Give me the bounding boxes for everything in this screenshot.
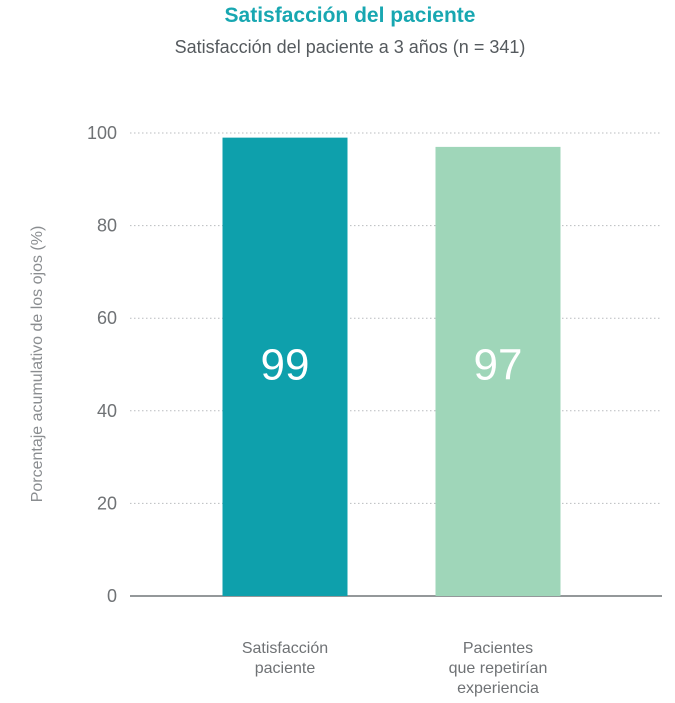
y-tick-label: 20	[97, 493, 117, 513]
bar-value-label: 97	[474, 341, 523, 390]
y-tick-label: 60	[97, 308, 117, 328]
category-label: Pacientes	[463, 640, 533, 657]
bar-value-label: 99	[261, 341, 310, 390]
bar	[222, 137, 348, 596]
category-labels: Satisfacción paciente Pacientes que repetir…	[242, 640, 548, 697]
y-tick-label: 100	[87, 123, 117, 143]
gridlines	[130, 132, 662, 504]
chart-title: Satisfacción del paciente	[224, 4, 476, 27]
category-label: paciente	[255, 660, 316, 677]
y-tick-label: 40	[97, 401, 117, 421]
category-label: experiencia	[457, 680, 539, 697]
category-label: Satisfacción	[242, 640, 328, 657]
category-label: que repetirían	[449, 660, 548, 677]
y-axis-label: Porcentaje acumulativo de los ojos (%)	[29, 226, 46, 503]
chart-subtitle: Satisfacción del paciente a 3 años (n = …	[174, 37, 526, 57]
bar	[435, 146, 561, 596]
bars: 99 97	[222, 137, 561, 596]
y-axis-ticks: 0 20 40 60 80 100	[87, 123, 117, 606]
y-tick-label: 0	[107, 586, 117, 606]
y-tick-label: 80	[97, 216, 117, 236]
